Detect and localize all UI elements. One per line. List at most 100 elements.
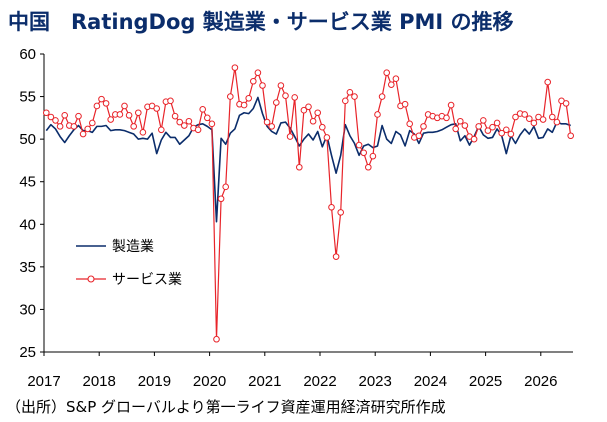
services-point bbox=[254, 69, 262, 77]
services-point bbox=[457, 117, 464, 125]
services-point bbox=[217, 195, 225, 203]
services-point bbox=[153, 105, 160, 112]
axis-layer: 25 30 35 40 45 50 55 60 2017 2018 2019 2020 2021 2022… bbox=[19, 46, 573, 390]
services-point bbox=[526, 115, 533, 123]
services-point bbox=[268, 123, 276, 130]
services-point bbox=[213, 335, 220, 343]
services-point bbox=[319, 123, 326, 131]
services-point bbox=[406, 120, 414, 128]
services-point bbox=[562, 100, 570, 107]
services-point bbox=[305, 103, 312, 111]
services-point bbox=[503, 126, 510, 134]
services-point bbox=[61, 112, 68, 119]
services-point bbox=[351, 93, 358, 100]
services-point bbox=[383, 69, 391, 77]
x-tick-label: 2020 bbox=[193, 373, 226, 390]
services-point bbox=[443, 114, 450, 122]
services-point bbox=[470, 135, 478, 143]
y-tick-label: 40 bbox=[19, 216, 36, 233]
services-point bbox=[369, 152, 377, 160]
chart-title: 中国 RatingDog 製造業・サービス業 PMI の推移 bbox=[8, 10, 514, 34]
services-point bbox=[365, 163, 372, 171]
services-point bbox=[176, 118, 183, 126]
services-point bbox=[360, 149, 368, 157]
services-point bbox=[52, 117, 59, 124]
services-point bbox=[240, 101, 248, 109]
services-point bbox=[388, 81, 395, 88]
services-point bbox=[539, 116, 547, 123]
legend-manufacturing-label: 製造業 bbox=[112, 239, 154, 255]
services-point bbox=[401, 100, 409, 108]
services-point bbox=[549, 113, 556, 121]
services-point bbox=[135, 109, 142, 117]
services-point bbox=[282, 92, 289, 100]
services-point bbox=[521, 111, 529, 118]
services-point bbox=[291, 94, 299, 101]
y-tick-label: 35 bbox=[19, 259, 36, 276]
services-point bbox=[337, 209, 345, 216]
services-point bbox=[43, 109, 50, 117]
series-layer bbox=[43, 64, 575, 343]
y-tick-label: 55 bbox=[19, 89, 36, 106]
x-tick-label: 2019 bbox=[138, 373, 171, 390]
services-point bbox=[227, 93, 234, 100]
services-point bbox=[314, 109, 322, 117]
services-point bbox=[493, 119, 501, 127]
services-point bbox=[199, 106, 206, 113]
legend: 製造業 サービス業 bbox=[76, 239, 182, 288]
services-point bbox=[107, 116, 114, 123]
services-point bbox=[300, 106, 308, 114]
y-tick-label: 25 bbox=[19, 344, 36, 361]
services-point bbox=[273, 99, 280, 106]
services-point bbox=[121, 102, 128, 110]
services-point bbox=[204, 114, 211, 122]
x-tick-label: 2021 bbox=[248, 373, 281, 390]
services-point bbox=[346, 89, 354, 96]
services-point bbox=[263, 118, 271, 126]
services-point bbox=[378, 93, 386, 100]
services-point bbox=[231, 64, 239, 71]
services-point bbox=[323, 134, 331, 141]
x-tick-label: 2017 bbox=[27, 373, 60, 390]
services-point bbox=[56, 123, 64, 130]
services-point bbox=[250, 77, 257, 85]
services-point bbox=[296, 163, 303, 171]
services-point bbox=[420, 123, 427, 130]
services-point bbox=[452, 125, 460, 133]
services-point bbox=[125, 112, 133, 119]
services-point bbox=[84, 125, 91, 133]
services-point bbox=[342, 97, 349, 105]
services-point bbox=[277, 82, 285, 89]
x-tick-label: 2018 bbox=[83, 373, 116, 390]
services-point bbox=[167, 97, 174, 105]
services-point bbox=[222, 183, 229, 191]
services-point bbox=[102, 100, 110, 107]
services-point bbox=[507, 130, 515, 138]
services-point bbox=[286, 133, 294, 140]
services-point bbox=[480, 117, 487, 124]
services-point bbox=[158, 126, 165, 134]
services-point bbox=[185, 117, 193, 125]
x-tick-label: 2023 bbox=[359, 373, 392, 390]
services-point bbox=[392, 75, 400, 82]
legend-services-label: サービス業 bbox=[112, 272, 182, 288]
services-point bbox=[553, 118, 561, 126]
x-tick-label: 2025 bbox=[469, 373, 502, 390]
x-tick-label: 2022 bbox=[303, 373, 336, 390]
y-tick-label: 45 bbox=[19, 174, 36, 191]
x-tick-label: 2024 bbox=[414, 373, 447, 390]
services-point bbox=[98, 95, 105, 103]
services-point bbox=[79, 130, 87, 138]
services-point bbox=[259, 82, 266, 89]
services-point bbox=[171, 112, 179, 120]
services-point bbox=[139, 129, 147, 136]
services-point bbox=[544, 78, 552, 86]
services-point bbox=[89, 119, 96, 127]
services-point bbox=[461, 122, 469, 129]
services-point bbox=[70, 123, 78, 130]
legend-services-marker bbox=[87, 275, 95, 283]
services-point bbox=[245, 94, 252, 102]
manufacturing-line bbox=[45, 96, 571, 223]
services-point bbox=[355, 141, 363, 149]
services-point bbox=[93, 102, 101, 110]
